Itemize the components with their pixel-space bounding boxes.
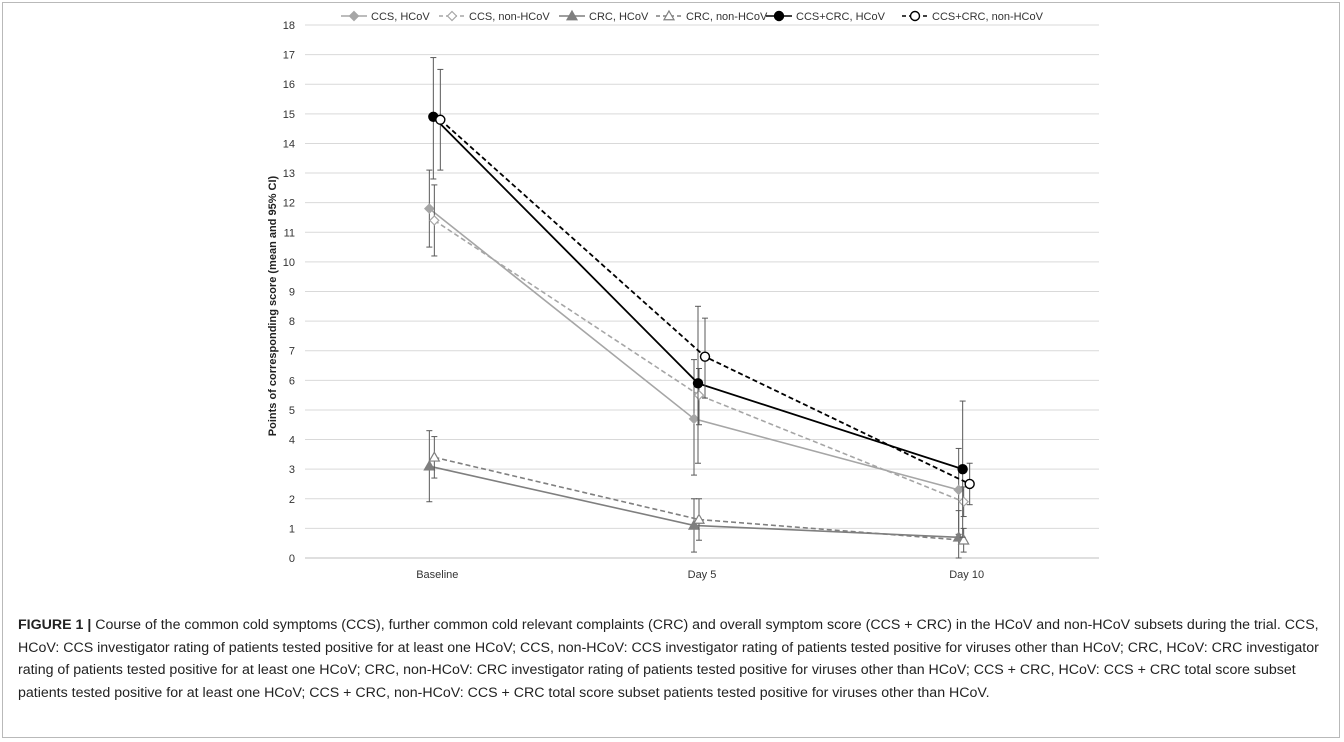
x-tick-label: Day 10: [949, 569, 984, 581]
legend-label: CCS+CRC, non-HCoV: [932, 11, 1044, 23]
y-tick-label: 7: [289, 346, 295, 358]
legend-label: CRC, non-HCoV: [686, 11, 768, 23]
data-point: [964, 478, 975, 490]
series-line: [439, 119, 971, 485]
legend-marker: [773, 10, 785, 22]
legend-marker: [446, 10, 458, 22]
legend-marker: [348, 10, 360, 22]
legend-marker: [662, 9, 676, 21]
legend-label: CCS, non-HCoV: [469, 11, 550, 23]
legend-marker: [565, 9, 579, 21]
y-tick-label: 16: [283, 79, 295, 91]
figure-caption: FIGURE 1 | Course of the common cold sym…: [18, 614, 1330, 704]
line-chart: CCS, HCoV CCS, non-HCoV CRC, HCoV CRC, non-…: [267, 9, 1099, 581]
y-tick-label: 9: [289, 287, 295, 299]
chart-gridlines: [305, 24, 1099, 529]
legend-item-ccs-hcov: CCS, HCoV: [341, 10, 430, 23]
y-tick-label: 15: [283, 109, 295, 121]
data-point: [687, 519, 701, 530]
y-tick-label: 6: [289, 375, 295, 387]
data-point: [688, 413, 700, 425]
series-layer: [423, 57, 975, 559]
series-ccs-crc-hcov: [428, 57, 968, 538]
data-point: [692, 378, 704, 389]
legend-item-ccs-crc-non-hcov: CCS+CRC, non-HCoV: [902, 10, 1044, 23]
y-tick-label: 10: [283, 257, 295, 269]
y-tick-label: 13: [283, 168, 295, 180]
series-crc-non-hcov: [428, 436, 970, 553]
data-point: [699, 351, 711, 362]
y-tick-label: 4: [289, 435, 295, 447]
data-point: [428, 451, 441, 462]
y-tick-label: 11: [284, 227, 295, 239]
data-point: [693, 389, 705, 401]
legend-label: CRC, HCoV: [589, 11, 649, 23]
y-tick-label: 18: [283, 20, 295, 32]
y-tick-label: 5: [289, 405, 295, 417]
series-ccs-non-hcov: [428, 184, 970, 518]
y-tick-label: 8: [289, 316, 295, 328]
caption-text: Course of the common cold symptoms (CCS)…: [18, 617, 1319, 701]
y-tick-label: 17: [283, 50, 295, 62]
data-point: [428, 215, 440, 226]
y-tick-label: 1: [289, 523, 295, 535]
data-point: [423, 459, 436, 471]
data-point: [435, 114, 446, 125]
series-ccs-crc-non-hcov: [435, 68, 975, 506]
y-tick-label: 2: [289, 494, 295, 506]
data-point: [957, 463, 968, 475]
legend-item-crc-hcov: CRC, HCoV: [559, 9, 649, 23]
chart-legend: CCS, HCoV CCS, non-HCoV CRC, HCoV CRC, non-…: [341, 9, 1044, 23]
data-point: [953, 484, 965, 496]
legend-item-ccs-non-hcov: CCS, non-HCoV: [439, 10, 550, 23]
series-ccs-hcov: [423, 169, 965, 535]
legend-item-crc-non-hcov: CRC, non-HCoV: [656, 9, 768, 23]
x-tick-label: Day 5: [688, 569, 717, 581]
y-tick-label: 14: [283, 138, 295, 150]
y-tick-label: 12: [283, 198, 295, 210]
y-tick-label: 3: [289, 464, 295, 476]
series-line: [434, 456, 964, 542]
data-point: [958, 496, 970, 508]
x-tick-label: Baseline: [416, 569, 458, 581]
caption-figure-label: FIGURE 1 |: [18, 617, 92, 633]
y-axis-title: Points of corresponding score (mean and …: [267, 175, 279, 436]
data-point: [692, 513, 706, 524]
y-tick-label: 0: [289, 553, 295, 565]
data-point: [957, 534, 970, 545]
legend-label: CCS, HCoV: [371, 11, 430, 23]
x-axis-ticks: Baseline Day 5 Day 10: [416, 569, 984, 581]
series-line: [433, 219, 964, 503]
legend-marker: [909, 10, 921, 22]
legend-item-ccs-crc-hcov: CCS+CRC, HCoV: [766, 10, 886, 23]
legend-label: CCS+CRC, HCoV: [796, 11, 886, 23]
data-point: [423, 203, 435, 214]
